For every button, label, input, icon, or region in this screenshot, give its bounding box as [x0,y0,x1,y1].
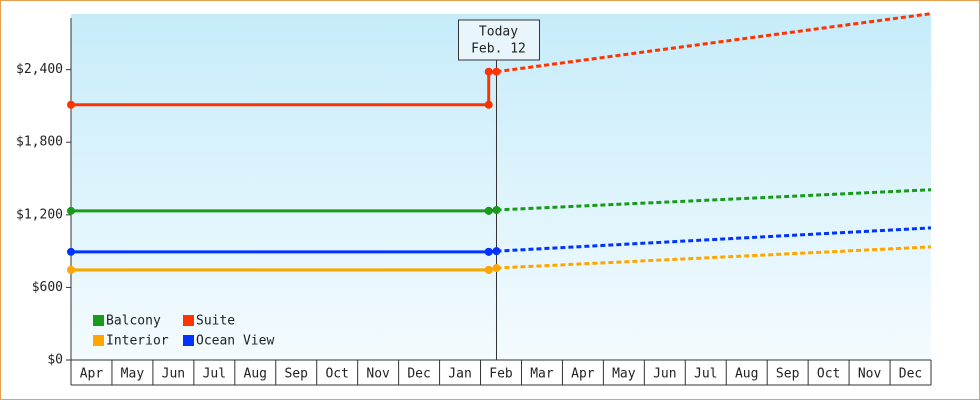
legend-swatch [93,315,104,326]
y-tick-label: $1,800 [16,135,63,150]
history-line [71,208,497,213]
x-tick-label: Sep [776,367,800,382]
point [492,205,501,214]
y-tick-label: $0 [47,353,63,368]
today-box [457,19,540,61]
point [492,67,501,76]
forecast-line [496,188,932,212]
forecast-line [496,12,932,74]
x-tick-label: Dec [407,367,430,382]
x-tick-label: Aug [244,367,267,382]
x-tick-label: Feb [489,367,513,382]
point [67,247,75,256]
x-tick-label: Nov [366,367,390,382]
point [484,100,493,109]
x-tick-label: Sep [284,367,308,382]
legend-swatch [183,315,194,326]
point [484,206,493,215]
point [484,67,493,76]
x-tick-label: Dec [899,367,922,382]
legend-label: Balcony [106,314,161,329]
forecast-line [496,245,932,270]
legend-swatch [93,335,104,346]
x-tick-label: Oct [817,367,840,382]
x-tick-label: Jul [694,367,717,382]
forecast-line [496,226,932,253]
legend-swatch [183,335,194,346]
y-tick-label: $600 [32,280,63,295]
x-tick-label: Jan [448,367,471,382]
today-date: Feb. 12 [471,42,526,57]
x-tick-label: Oct [325,367,348,382]
x-tick-label: Apr [80,367,104,382]
point [484,247,493,256]
point [67,265,75,274]
x-tick-label: Jun [653,367,676,382]
legend-label: Ocean View [196,334,274,349]
y-tick-label: $1,200 [16,207,63,222]
point [67,206,75,215]
x-tick-label: Jul [203,367,226,382]
legend-label: Interior [106,334,169,349]
point [492,247,501,256]
history-line [71,249,497,254]
x-tick-label: Apr [571,367,595,382]
y-tick-label: $2,400 [16,62,63,77]
plot-area [71,14,931,360]
x-tick-label: Jun [162,367,185,382]
x-tick-label: Nov [858,367,882,382]
point [67,100,75,109]
x-tick-label: Mar [530,367,554,382]
point [484,265,493,274]
point [492,264,501,273]
today-label: Today [479,25,518,40]
legend-label: Suite [196,314,235,329]
x-tick-label: May [121,367,145,382]
x-tick-label: Aug [735,367,758,382]
x-tick-label: May [612,367,636,382]
